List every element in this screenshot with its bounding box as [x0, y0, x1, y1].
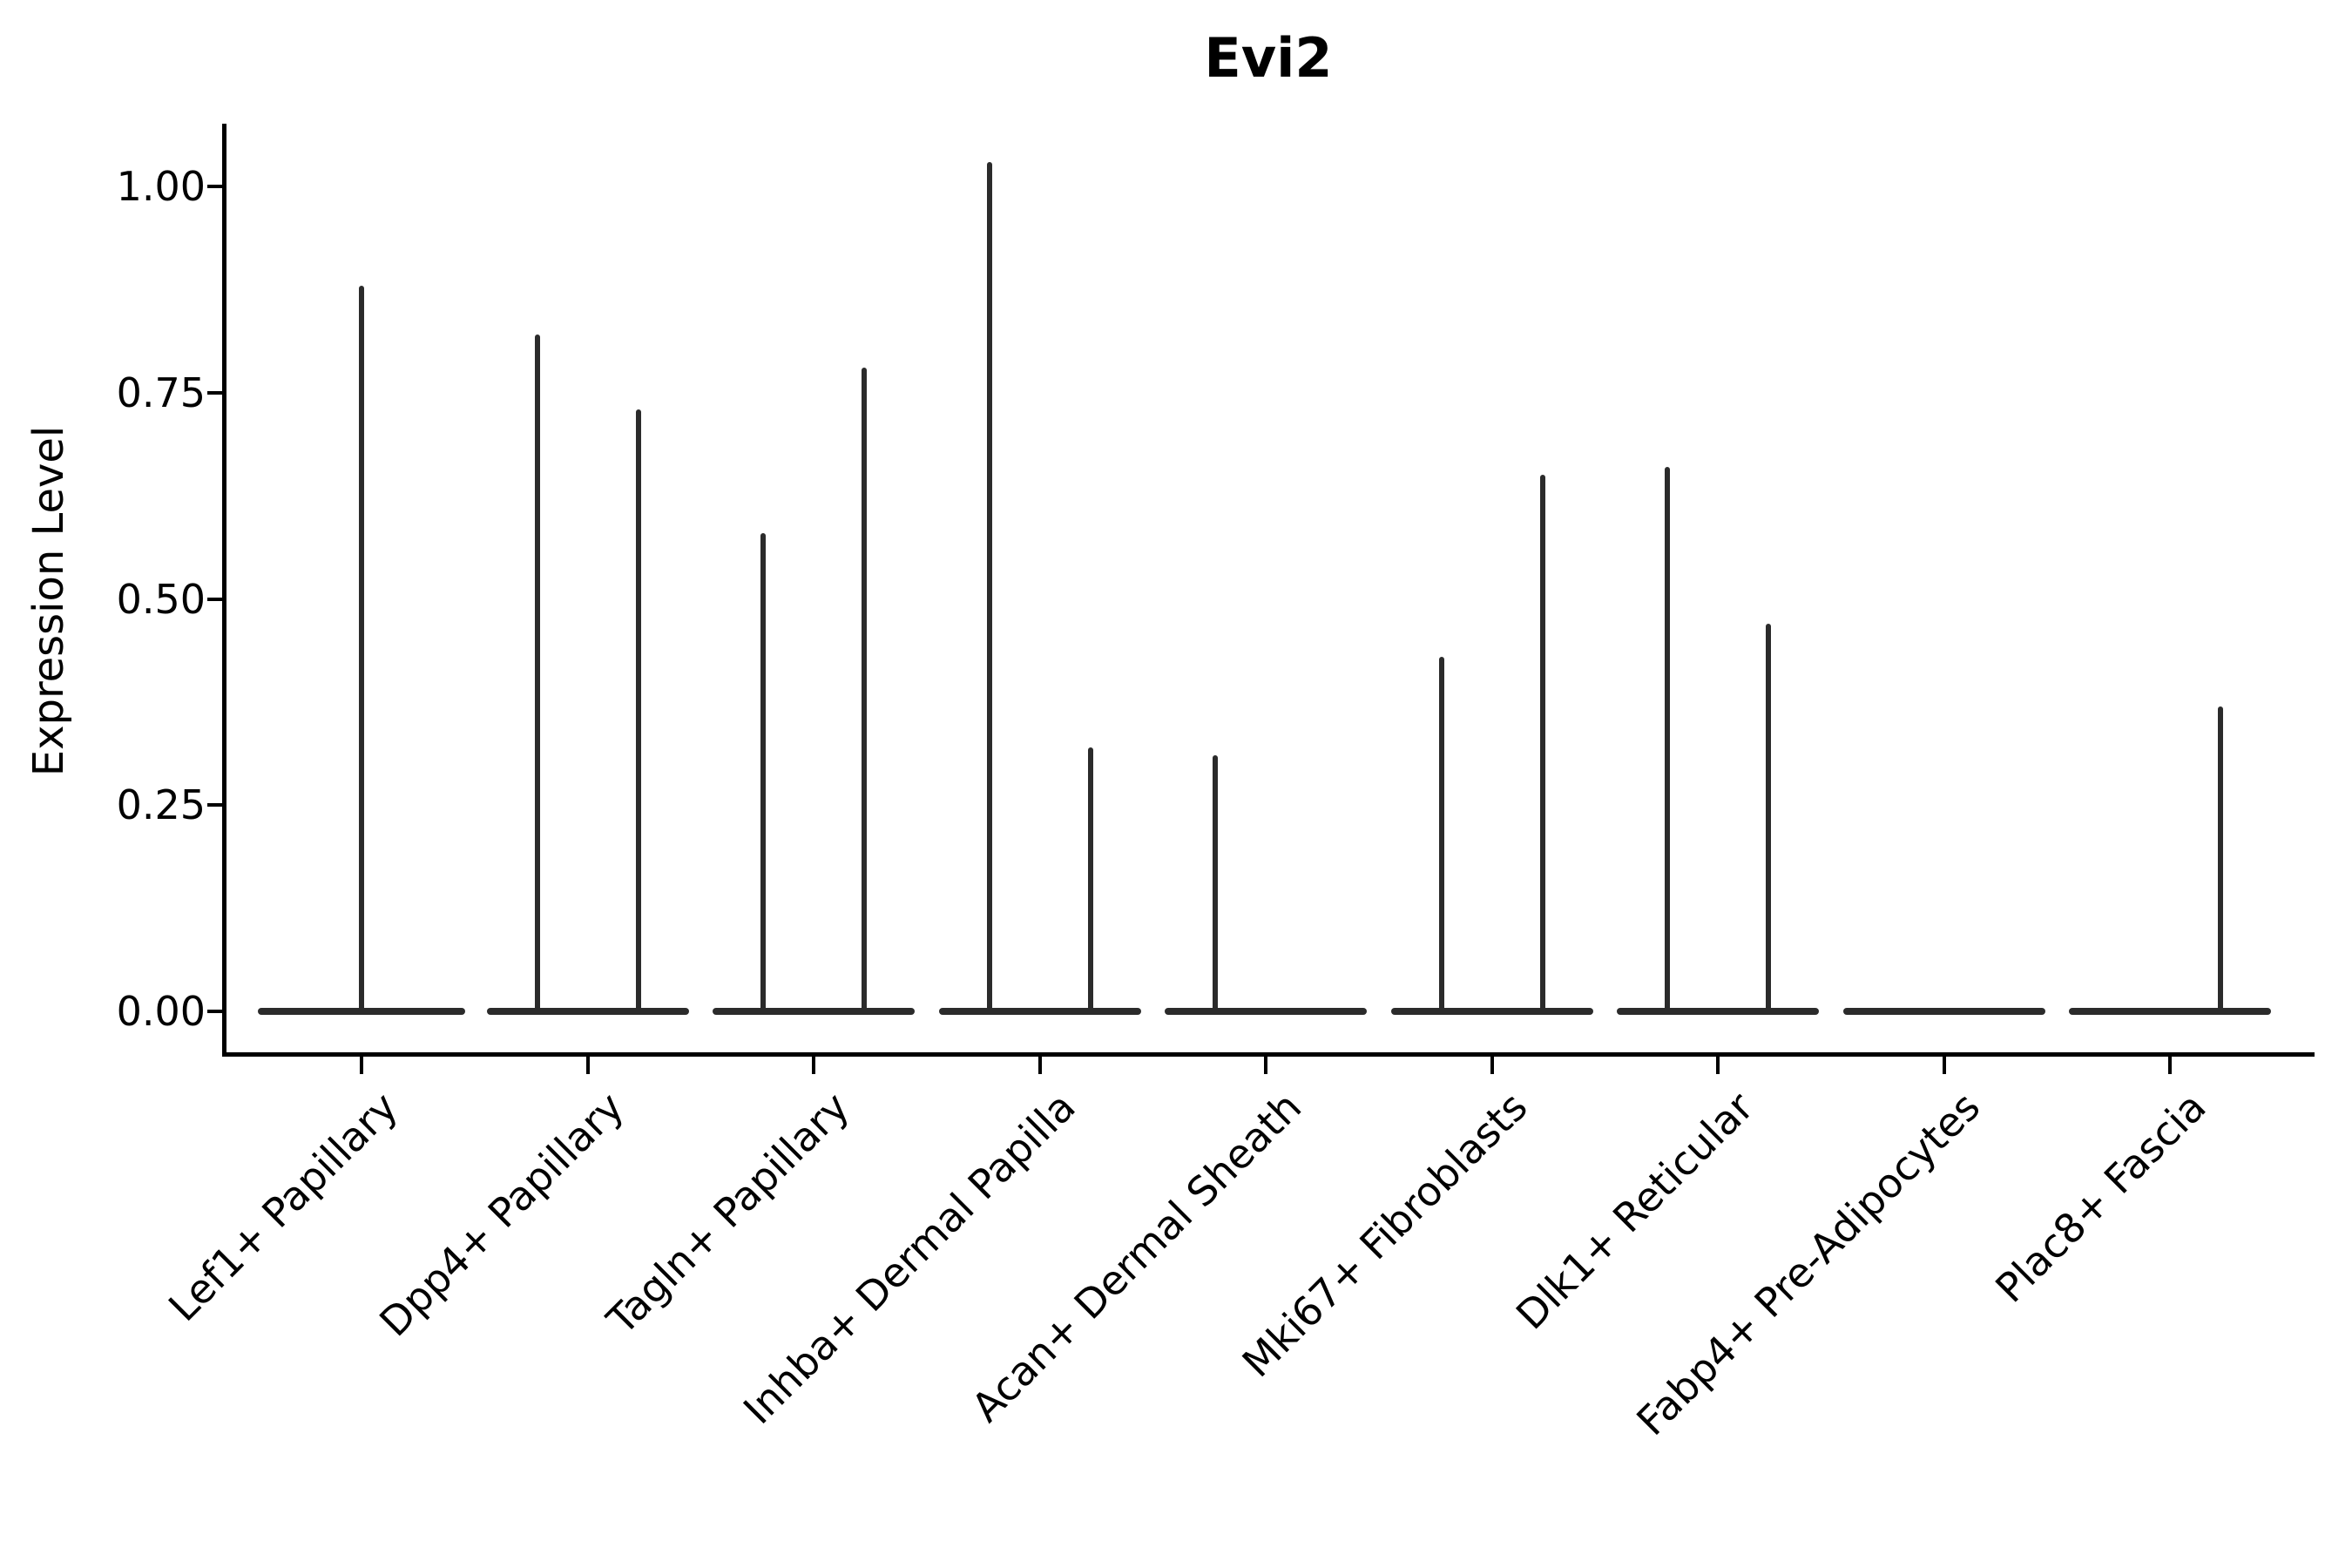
y-axis-spine [222, 124, 226, 1057]
y-tick-label: 0.25 [116, 781, 206, 829]
violin-baseline [1842, 1008, 2045, 1015]
violin-spike [2218, 706, 2223, 1013]
violin-spike [1539, 475, 1545, 1013]
y-tick-mark [207, 803, 222, 808]
x-tick-mark [1037, 1057, 1042, 1074]
x-tick-mark [812, 1057, 815, 1074]
violin-spike [760, 532, 766, 1013]
violin-baseline [713, 1008, 915, 1015]
y-tick-label: 0.00 [116, 988, 206, 1035]
violin-baseline [1617, 1008, 1819, 1015]
y-tick-label: 0.75 [116, 368, 206, 416]
x-category-label: Dlk1+ Reticular [1507, 1083, 1763, 1339]
violin-spike [359, 285, 364, 1013]
violin-spike [1766, 623, 1771, 1013]
x-tick-mark [1490, 1057, 1494, 1074]
violin-spike [534, 335, 540, 1013]
violin-baseline [1390, 1008, 1593, 1015]
y-tick-mark [207, 597, 222, 601]
violin-spike [986, 161, 992, 1013]
x-category-label: Dpp4+ Papillary [369, 1083, 632, 1346]
x-tick-mark [2168, 1057, 2172, 1074]
y-tick-label: 1.00 [116, 163, 206, 210]
y-tick-mark [207, 1010, 222, 1013]
violin-baseline [1165, 1008, 1367, 1015]
x-tick-mark [1264, 1057, 1267, 1074]
violin-spike [635, 409, 641, 1013]
violin-spike [862, 368, 867, 1013]
violin-baseline [938, 1008, 1141, 1015]
x-axis-spine [222, 1052, 2315, 1057]
x-category-label: Tagln+ Papillary [598, 1083, 859, 1344]
y-tick-label: 0.50 [116, 575, 206, 623]
violin-baseline [486, 1008, 689, 1015]
chart-title: Evi2 [1204, 26, 1333, 90]
violin-spike [1213, 755, 1218, 1013]
y-tick-mark [207, 185, 222, 188]
violin-spike [1438, 656, 1444, 1013]
x-category-label: Plac8+ Fascia [1986, 1083, 2215, 1312]
violin-spike [1087, 747, 1093, 1013]
y-tick-mark [207, 390, 222, 395]
x-tick-mark [585, 1057, 590, 1074]
x-tick-mark [1942, 1057, 1946, 1074]
x-tick-mark [360, 1057, 363, 1074]
x-category-label: Lef1+ Papillary [159, 1083, 407, 1331]
violin-baseline [2069, 1008, 2271, 1015]
x-tick-mark [1716, 1057, 1720, 1074]
violin-spike [1665, 466, 1670, 1013]
